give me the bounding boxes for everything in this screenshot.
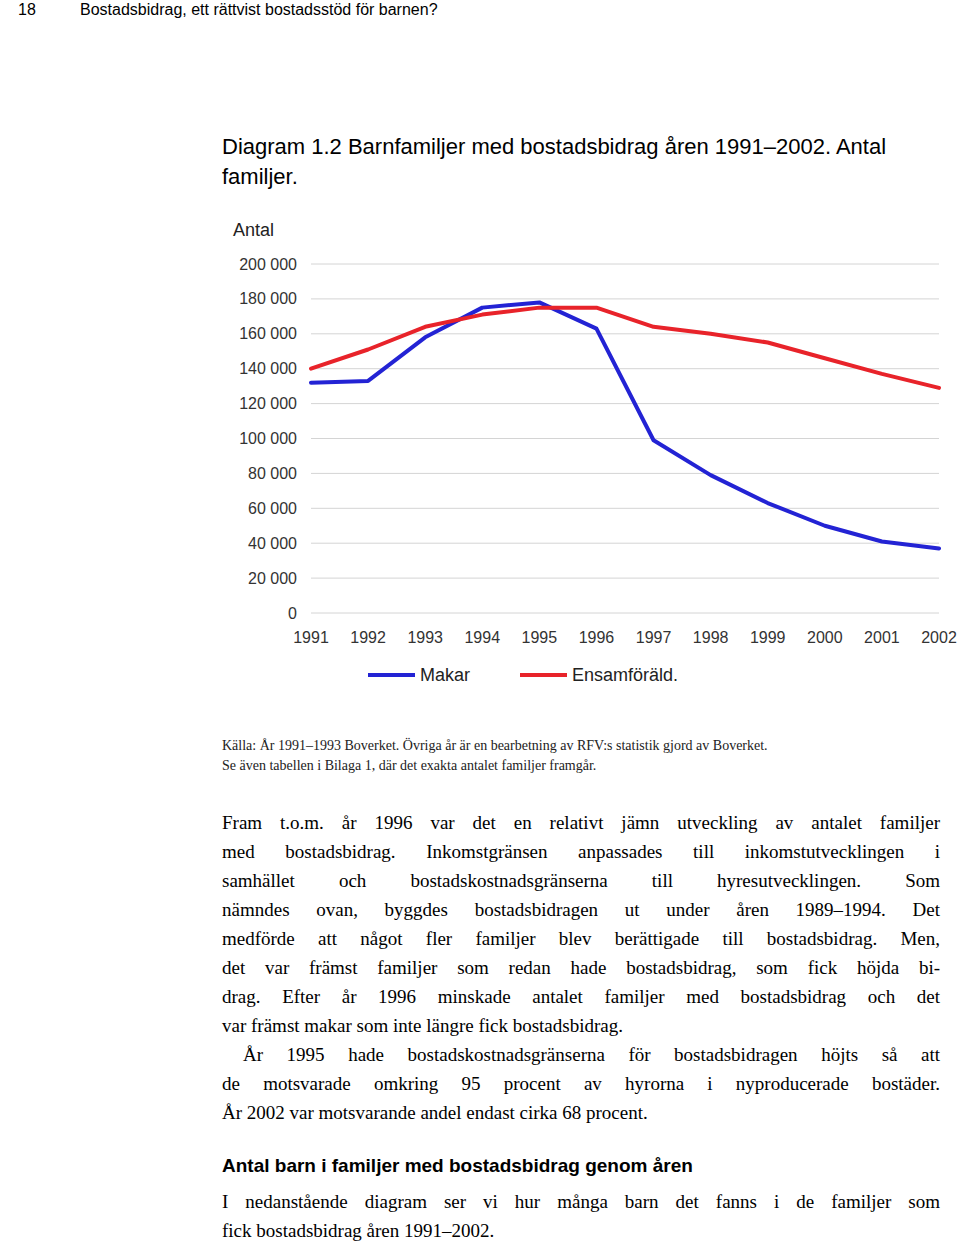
x-tick-label: 1993 bbox=[407, 629, 443, 646]
body-text-line: År 2002 var motsvarande andel endast cir… bbox=[222, 1098, 648, 1127]
grid-line bbox=[311, 438, 939, 439]
grid-line bbox=[311, 368, 939, 369]
body-text-line: drag. Efter år 1996 minskade antalet fam… bbox=[222, 982, 940, 1011]
x-tick-label: 1996 bbox=[579, 629, 615, 646]
y-tick-label: 120 000 bbox=[239, 395, 297, 412]
page: 18 Bostadsbidrag, ett rättvist bostadsstö… bbox=[0, 0, 960, 1244]
grid-line bbox=[311, 473, 939, 474]
x-tick-label: 1995 bbox=[522, 629, 558, 646]
x-tick-label: 2000 bbox=[807, 629, 843, 646]
y-tick-label: 100 000 bbox=[239, 430, 297, 447]
source-note: Källa: År 1991–1993 Boverket. Övriga år … bbox=[222, 736, 768, 756]
body-text-line: Fram t.o.m. år 1996 var det en relativt … bbox=[222, 808, 940, 837]
series-line bbox=[311, 308, 939, 388]
body-text-line: medförde att något fler familjer blev be… bbox=[222, 924, 940, 953]
x-tick-label: 1992 bbox=[350, 629, 386, 646]
legend-swatch bbox=[368, 673, 415, 677]
grid-line bbox=[311, 264, 939, 265]
y-tick-label: 80 000 bbox=[248, 465, 297, 482]
x-tick-label: 2001 bbox=[864, 629, 900, 646]
grid-line bbox=[311, 613, 939, 614]
y-tick-label: 200 000 bbox=[239, 256, 297, 273]
x-tick-label: 1997 bbox=[636, 629, 672, 646]
y-tick-label: 180 000 bbox=[239, 290, 297, 307]
x-tick-label: 1991 bbox=[293, 629, 329, 646]
chart-title: Diagram 1.2 Barnfamiljer med bostadsbidr… bbox=[222, 132, 952, 192]
body-text-line: samhället och bostadskostnadsgränserna t… bbox=[222, 866, 940, 895]
legend-swatch bbox=[520, 673, 567, 677]
x-tick-label: 1994 bbox=[464, 629, 500, 646]
body-text-line: med bostadsbidrag. Inkomstgränsen anpass… bbox=[222, 837, 940, 866]
source-note: Se även tabellen i Bilaga 1, där det exa… bbox=[222, 756, 596, 776]
page-number: 18 bbox=[18, 0, 36, 20]
body-text-line: fick bostadsbidrag åren 1991–2002. bbox=[222, 1216, 494, 1244]
grid-line bbox=[311, 403, 939, 404]
x-tick-label: 1998 bbox=[693, 629, 729, 646]
section-heading: Antal barn i familjer med bostadsbidrag … bbox=[222, 1154, 693, 1178]
legend-label: Makar bbox=[420, 665, 470, 685]
y-tick-label: 20 000 bbox=[248, 570, 297, 587]
legend: Makar Ensamföräld. bbox=[368, 665, 678, 685]
grid-line bbox=[311, 578, 939, 579]
x-tick-label: 1999 bbox=[750, 629, 786, 646]
legend-label: Ensamföräld. bbox=[572, 665, 678, 685]
grid-line bbox=[311, 298, 939, 299]
plot-area bbox=[311, 302, 939, 548]
running-title: Bostadsbidrag, ett rättvist bostadsstöd … bbox=[80, 0, 438, 20]
y-axis-label: Antal bbox=[233, 220, 274, 240]
y-tick-label: 140 000 bbox=[239, 360, 297, 377]
y-tick-label: 160 000 bbox=[239, 325, 297, 342]
y-tick-label: 60 000 bbox=[248, 500, 297, 517]
y-tick-label: 40 000 bbox=[248, 535, 297, 552]
body-text-line: I nedanstående diagram ser vi hur många … bbox=[222, 1187, 940, 1216]
body-text-line: det var främst familjer som redan hade b… bbox=[222, 953, 940, 982]
body-text-line: var främst makar som inte längre fick bo… bbox=[222, 1011, 623, 1040]
grid-line bbox=[311, 508, 939, 509]
series-line bbox=[311, 302, 939, 548]
body-text-line: År 1995 hade bostadskostnadsgränserna fö… bbox=[243, 1040, 940, 1069]
y-tick-label: 0 bbox=[288, 605, 297, 622]
x-tick-label: 2002 bbox=[921, 629, 957, 646]
body-text-line: nämndes ovan, byggdes bostadsbidragen ut… bbox=[222, 895, 940, 924]
body-text-line: de motsvarade omkring 95 procent av hyro… bbox=[222, 1069, 940, 1098]
gridlines bbox=[311, 264, 939, 613]
grid-line bbox=[311, 543, 939, 544]
